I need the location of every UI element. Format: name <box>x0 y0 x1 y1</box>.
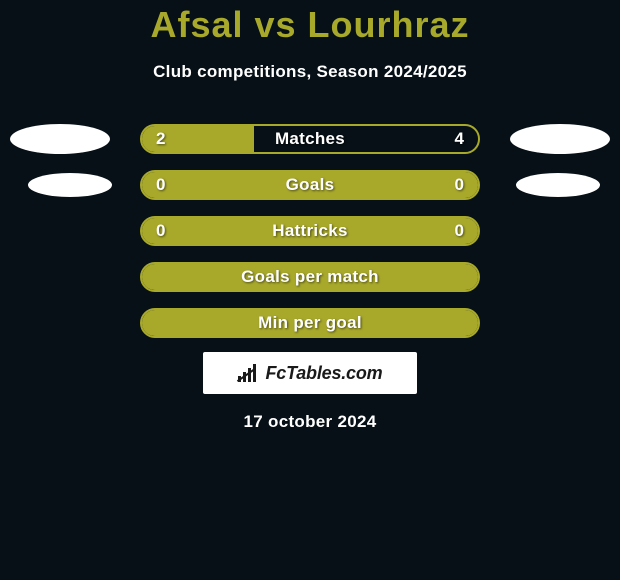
infographic-date: 17 october 2024 <box>243 412 376 432</box>
stat-label: Min per goal <box>142 310 478 336</box>
page-title: Afsal vs Lourhraz <box>150 4 469 46</box>
stat-label: Hattricks <box>142 218 478 244</box>
infographic-container: Afsal vs Lourhraz Club competitions, Sea… <box>0 0 620 432</box>
stat-bar-goals: 0 0 Goals <box>140 170 480 200</box>
stat-row-goals-per-match: Goals per match <box>0 262 620 292</box>
stat-row-goals: 0 0 Goals <box>0 170 620 200</box>
avatar-placeholder-right <box>516 173 600 197</box>
stat-bar-hattricks: 0 0 Hattricks <box>140 216 480 246</box>
source-badge-text: FcTables.com <box>266 363 383 384</box>
avatar-placeholder-left <box>28 173 112 197</box>
stat-bar-matches: 2 4 Matches <box>140 124 480 154</box>
stat-label: Matches <box>142 126 478 152</box>
avatar-placeholder-right <box>510 124 610 154</box>
stat-label: Goals per match <box>142 264 478 290</box>
page-subtitle: Club competitions, Season 2024/2025 <box>153 62 467 82</box>
stats-area: 2 4 Matches 0 0 Goals 0 0 Hattricks <box>0 124 620 338</box>
chart-bars-icon <box>238 364 260 382</box>
stat-row-hattricks: 0 0 Hattricks <box>0 216 620 246</box>
stat-row-matches: 2 4 Matches <box>0 124 620 154</box>
stat-bar-goals-per-match: Goals per match <box>140 262 480 292</box>
source-badge: FcTables.com <box>203 352 417 394</box>
stat-bar-min-per-goal: Min per goal <box>140 308 480 338</box>
avatar-placeholder-left <box>10 124 110 154</box>
stat-label: Goals <box>142 172 478 198</box>
stat-row-min-per-goal: Min per goal <box>0 308 620 338</box>
